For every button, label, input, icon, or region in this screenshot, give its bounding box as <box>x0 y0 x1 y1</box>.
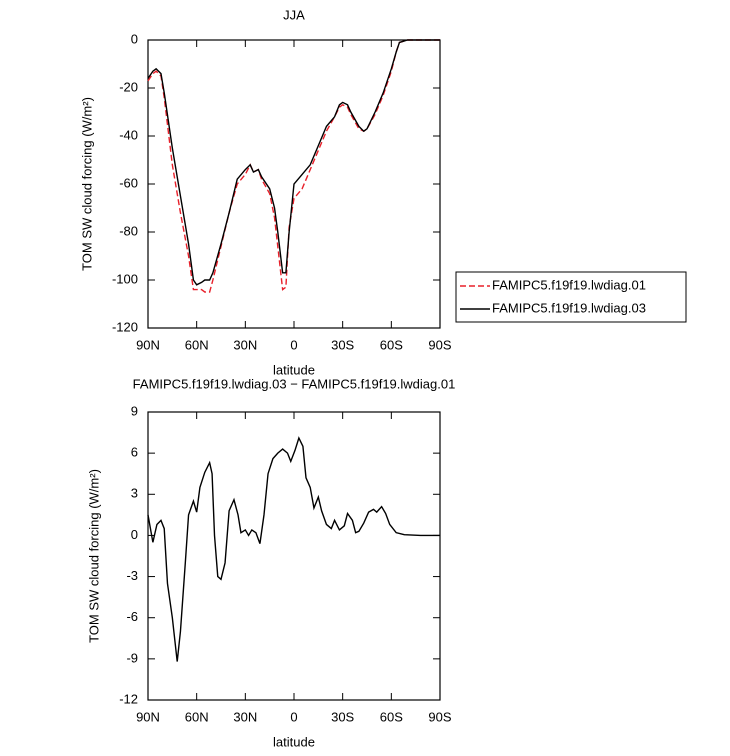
x-tick-label: 90N <box>136 337 160 352</box>
x-tick-label: 30S <box>331 709 354 724</box>
x-tick-label: 60S <box>380 709 403 724</box>
x-tick-label: 30N <box>233 709 257 724</box>
x-tick-label: 90S <box>428 709 451 724</box>
chart-title: JJA <box>283 7 305 22</box>
y-tick-label: -12 <box>119 691 138 706</box>
y-tick-label: -120 <box>112 319 138 334</box>
chart-title: FAMIPC5.f19f19.lwdiag.03 − FAMIPC5.f19f1… <box>133 376 456 391</box>
y-tick-label: -9 <box>126 650 138 665</box>
x-tick-label: 60N <box>185 337 209 352</box>
y-tick-label: -100 <box>112 271 138 286</box>
y-axis-label: TOM SW cloud forcing (W/m²) <box>86 469 101 643</box>
y-tick-label: -6 <box>126 609 138 624</box>
y-tick-label: -80 <box>119 223 138 238</box>
x-tick-label: 60S <box>380 337 403 352</box>
y-tick-label: 0 <box>131 31 138 46</box>
x-tick-label: 0 <box>290 709 297 724</box>
y-tick-label: 6 <box>131 445 138 460</box>
x-tick-label: 90S <box>428 337 451 352</box>
plot-frame <box>147 411 441 701</box>
y-tick-label: -60 <box>119 175 138 190</box>
data-line <box>147 39 440 293</box>
legend-label: FAMIPC5.f19f19.lwdiag.03 <box>492 300 646 315</box>
y-tick-label: -40 <box>119 127 138 142</box>
legend-box <box>455 271 687 323</box>
x-axis-label: latitude <box>273 362 315 377</box>
x-tick-label: 90N <box>136 709 160 724</box>
data-line <box>147 39 440 286</box>
x-tick-label: 30N <box>233 337 257 352</box>
x-tick-label: 0 <box>290 337 297 352</box>
y-tick-label: 9 <box>131 403 138 418</box>
x-axis-label: latitude <box>273 734 315 749</box>
y-axis-label: TOM SW cloud forcing (W/m²) <box>79 97 94 271</box>
y-tick-label: 0 <box>131 527 138 542</box>
y-tick-label: -3 <box>126 568 138 583</box>
legend-label: FAMIPC5.f19f19.lwdiag.01 <box>492 277 646 292</box>
x-tick-label: 30S <box>331 337 354 352</box>
y-tick-label: 3 <box>131 486 138 501</box>
data-line <box>147 436 440 662</box>
y-tick-label: -20 <box>119 79 138 94</box>
x-tick-label: 60N <box>185 709 209 724</box>
